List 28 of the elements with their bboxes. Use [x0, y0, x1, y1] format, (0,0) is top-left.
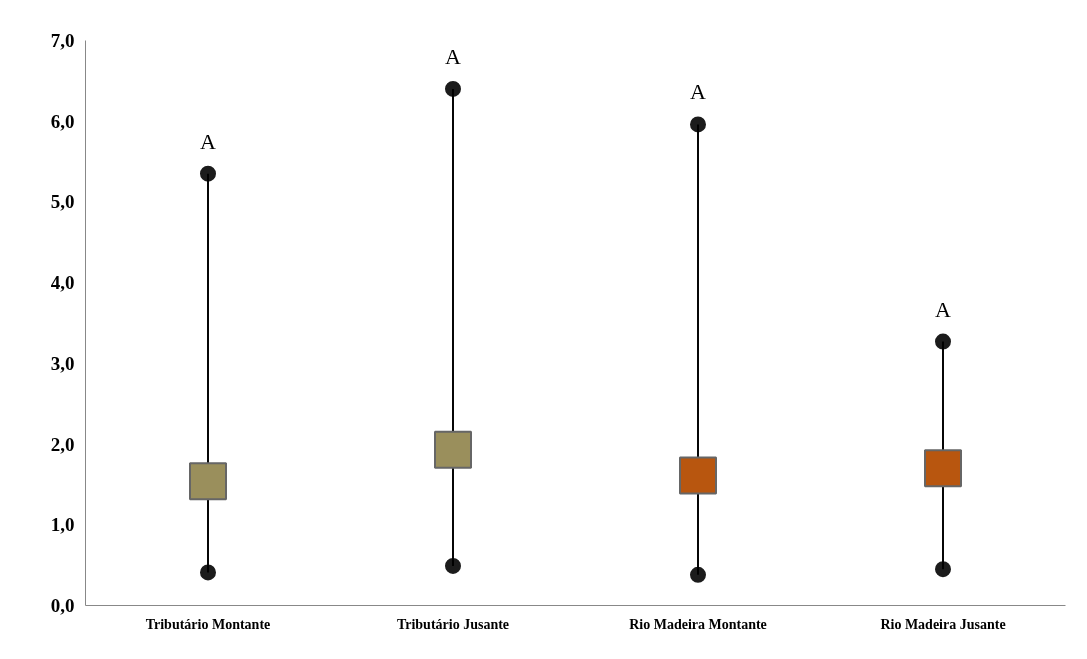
y-tick-label: 0,0 — [50, 595, 75, 616]
point — [690, 116, 706, 133]
y-tick-label: 2,0 — [50, 433, 75, 455]
point — [924, 449, 962, 488]
annotation: A — [935, 296, 952, 322]
point — [445, 80, 461, 97]
point — [200, 165, 216, 182]
y-tick-label: 1,0 — [50, 514, 75, 536]
point — [434, 430, 472, 469]
annotation: A — [690, 79, 707, 105]
point — [935, 333, 951, 350]
annotation: A — [445, 43, 462, 69]
point — [935, 561, 951, 578]
point — [189, 462, 227, 501]
x-tick-label: Tributário Montante — [145, 616, 271, 632]
y-tick-label: 4,0 — [50, 272, 75, 294]
x-tick-label: Rio Madeira Montante — [629, 616, 767, 632]
y-tick-label: 3,0 — [50, 352, 75, 374]
x-tick-label: Rio Madeira Jusante — [880, 616, 1006, 632]
y-tick-label: 7,0 — [50, 30, 75, 51]
y-tick-label: 6,0 — [50, 110, 75, 132]
point — [690, 566, 706, 583]
point — [445, 557, 461, 574]
y-tick-label: 5,0 — [50, 191, 75, 213]
point — [679, 456, 717, 495]
x-tick-label: Tributário Jusante — [396, 616, 510, 632]
annotation: A — [200, 128, 217, 154]
point — [200, 564, 216, 581]
